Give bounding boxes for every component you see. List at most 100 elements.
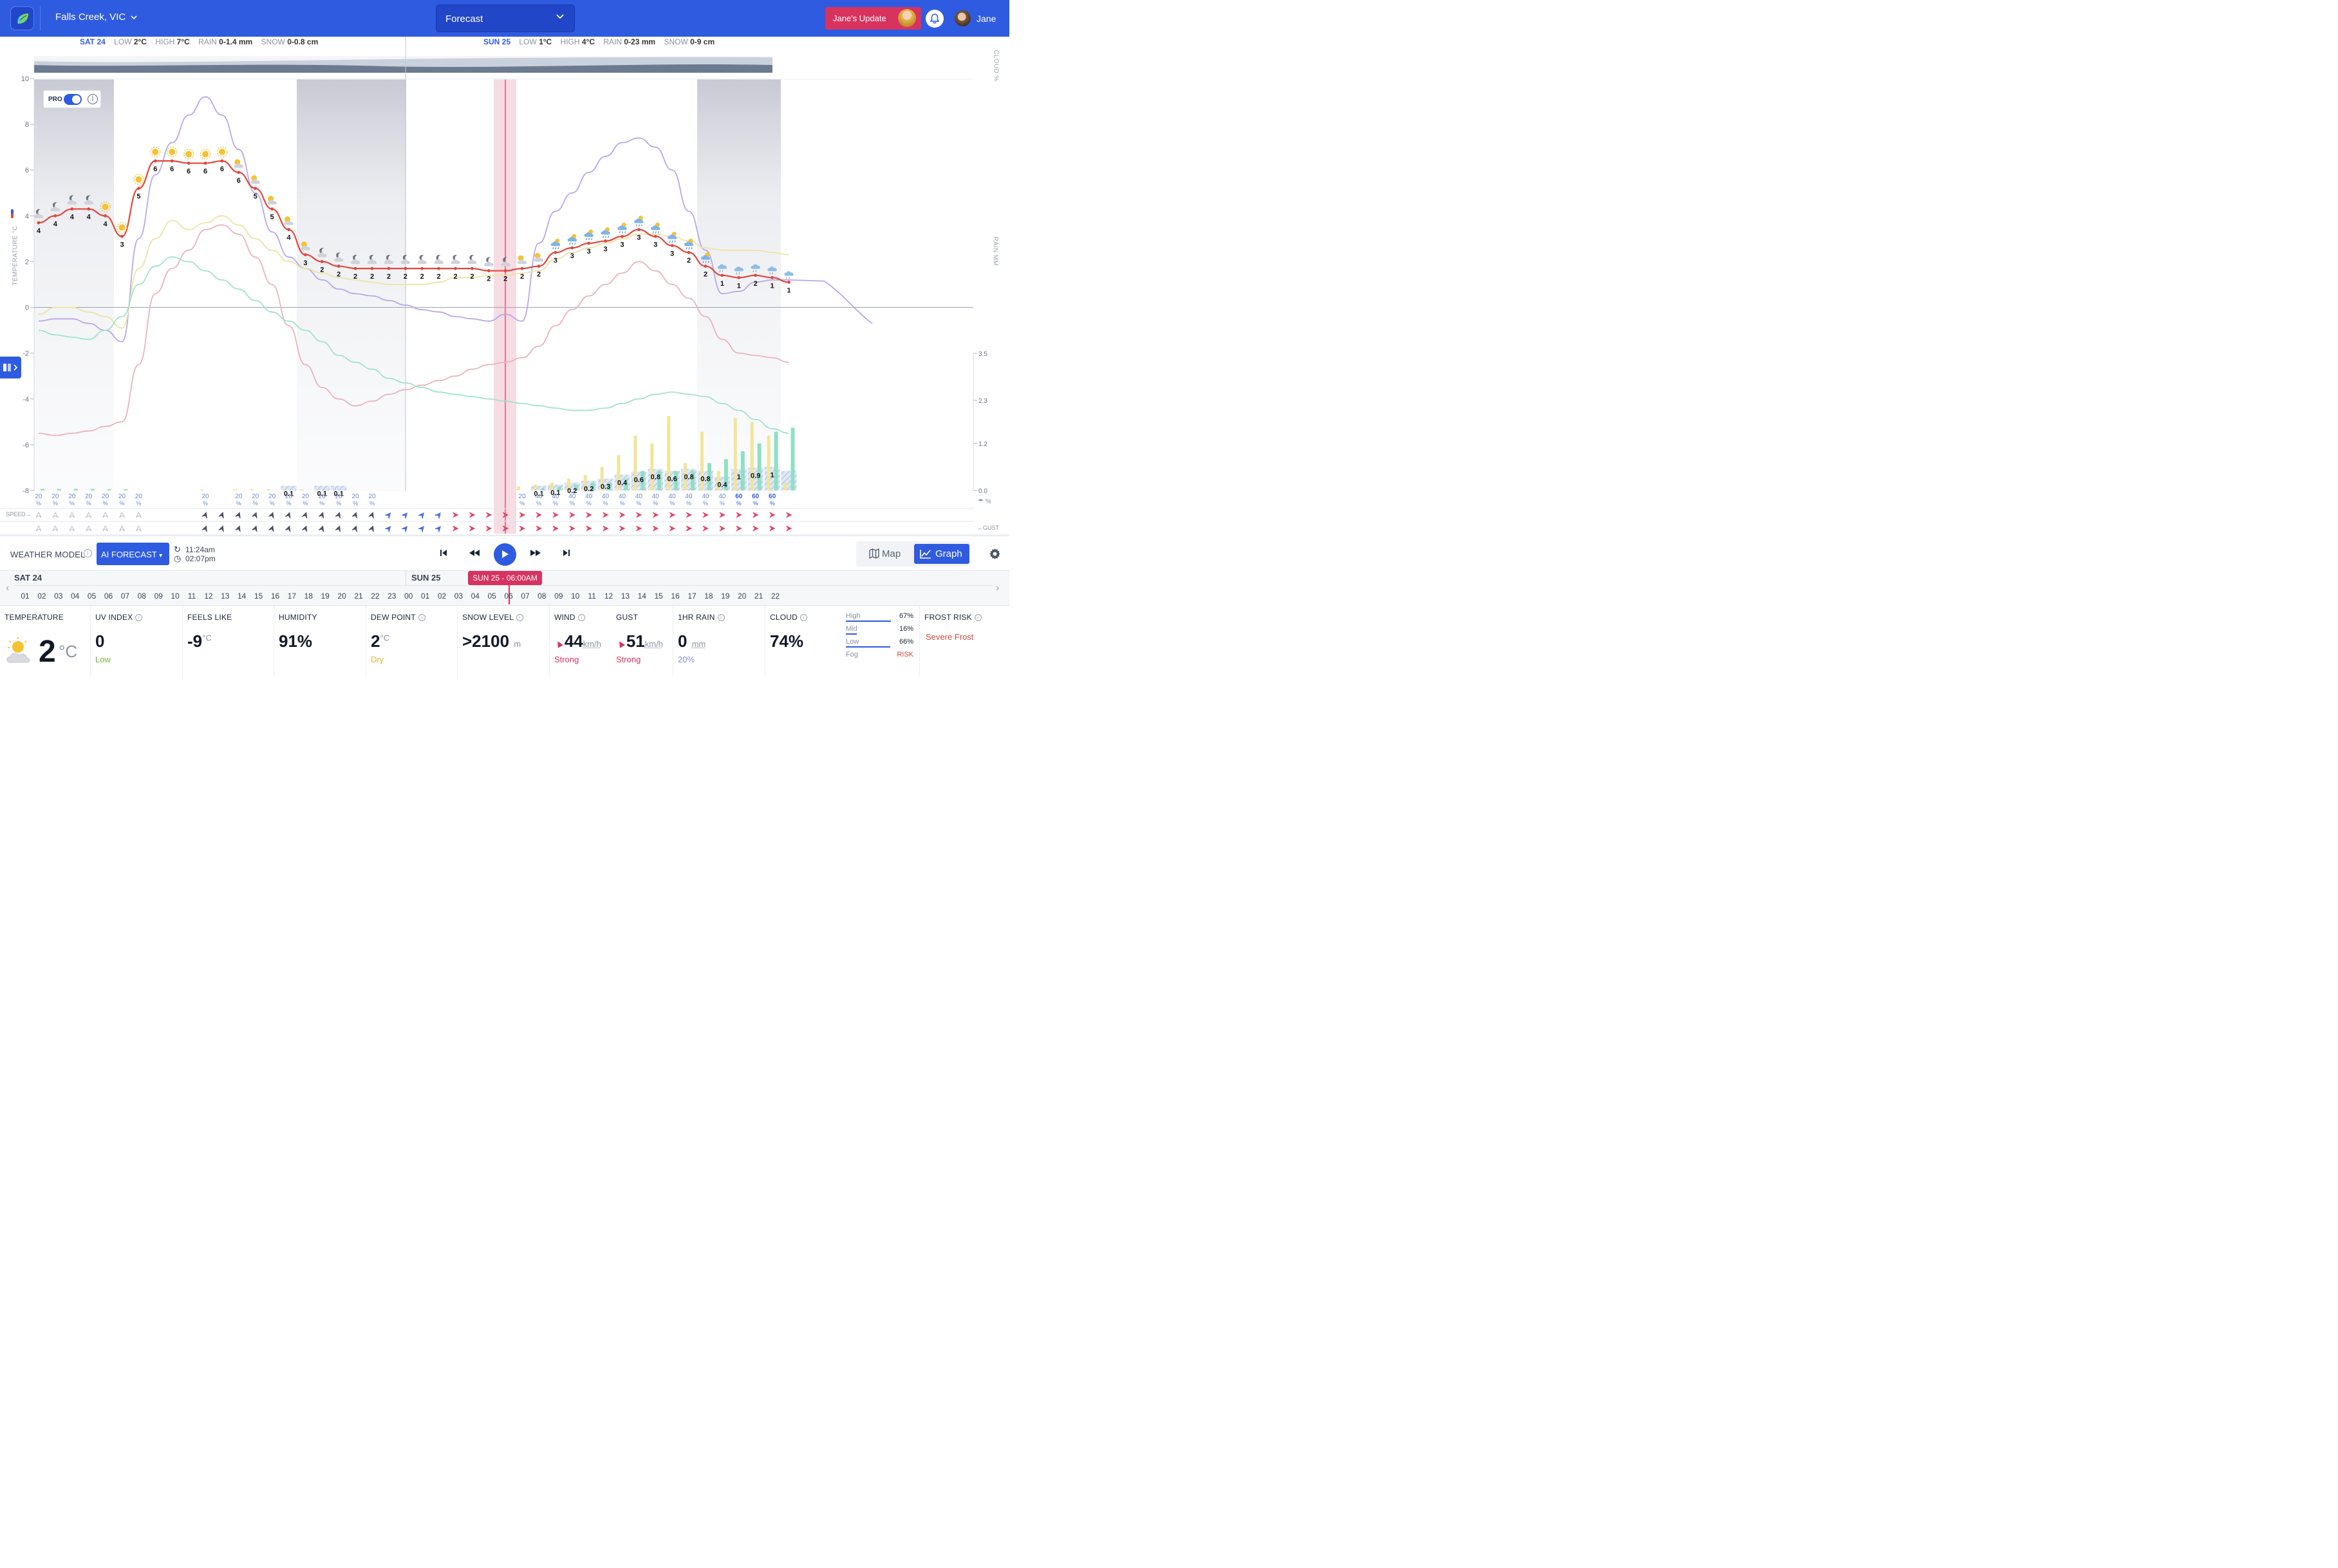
info-icon[interactable]: i — [800, 614, 808, 621]
chevron-right-icon[interactable]: › — [996, 583, 1000, 593]
fast-forward-icon[interactable] — [530, 549, 541, 557]
timeline-hour[interactable]: 21 — [354, 592, 363, 601]
timeline-hour[interactable]: 10 — [171, 592, 180, 601]
timeline-hour[interactable]: 17 — [287, 592, 297, 601]
summary-snow: 0-9 cm — [690, 37, 715, 46]
timeline-hour[interactable]: 17 — [687, 592, 697, 601]
timeline-hour[interactable]: 21 — [754, 592, 763, 601]
timeline-hour[interactable]: 04 — [71, 592, 80, 601]
timeline-hour[interactable]: 02 — [437, 592, 447, 601]
current-time-badge: SUN 25 - 06:00AM — [468, 571, 542, 585]
sun-core — [169, 149, 176, 155]
timeline-hour[interactable]: 14 — [637, 592, 646, 601]
timeline-hour[interactable]: 22 — [771, 592, 780, 601]
wind-arrow-icon — [69, 511, 75, 518]
janes-update-button[interactable]: Jane's Update — [825, 7, 921, 30]
wind-arrow-shape — [786, 512, 792, 518]
timeline-hour[interactable]: 05 — [487, 592, 496, 601]
info-icon[interactable]: i — [974, 614, 982, 621]
timeline-hour[interactable]: 01 — [21, 592, 30, 601]
info-icon[interactable]: i — [717, 614, 725, 621]
precip-chance-unit: % — [136, 500, 141, 507]
timeline-hour[interactable]: 07 — [120, 592, 130, 601]
precip-chance-unit: % — [203, 500, 208, 507]
wind-arrow-icon — [669, 525, 676, 532]
current-time-marker[interactable] — [509, 585, 510, 604]
timeline-scrubber[interactable]: SAT 24 SUN 25 SUN 25 - 06:00AM 01 02 03 04 0… — [0, 570, 1009, 605]
skip-start-icon[interactable] — [440, 549, 447, 557]
timeline-hour[interactable]: 09 — [554, 592, 563, 601]
user-name[interactable]: Jane — [977, 14, 996, 24]
timeline-hour[interactable]: 20 — [738, 592, 747, 601]
timeline-hour[interactable]: 08 — [538, 592, 547, 601]
timeline-hour[interactable]: 18 — [704, 592, 713, 601]
timeline-hour[interactable]: 23 — [388, 592, 397, 601]
gear-icon[interactable] — [989, 548, 1001, 560]
play-button[interactable] — [494, 543, 516, 566]
timeline-hour[interactable]: 02 — [37, 592, 46, 601]
precip-bar-yellow — [300, 489, 304, 490]
timeline-hour[interactable]: 16 — [270, 592, 280, 601]
timeline-hour[interactable]: 10 — [571, 592, 580, 601]
pro-switch[interactable] — [64, 94, 82, 105]
temp-label: 2 — [370, 273, 374, 281]
timeline-hour[interactable]: 13 — [221, 592, 230, 601]
timeline-hour[interactable]: 19 — [321, 592, 330, 601]
cloud-level-pct: 66% — [899, 638, 913, 646]
timeline-hour[interactable]: 00 — [404, 592, 413, 601]
info-icon[interactable]: i — [418, 614, 426, 621]
chevron-left-icon[interactable]: ‹ — [6, 583, 10, 593]
rewind-icon[interactable] — [469, 549, 480, 557]
timeline-hour[interactable]: 03 — [454, 592, 463, 601]
temp-point — [53, 214, 57, 218]
rain-drops — [552, 247, 559, 250]
info-icon[interactable]: i — [577, 614, 585, 621]
timeline-hour[interactable]: 13 — [621, 592, 630, 601]
precip-chance-unit: % — [103, 500, 108, 507]
timeline-hour[interactable]: 09 — [154, 592, 163, 601]
timeline-hour[interactable]: 05 — [87, 592, 97, 601]
timeline-hour[interactable]: 06 — [504, 592, 513, 601]
timeline-hour[interactable]: 07 — [521, 592, 530, 601]
info-icon[interactable]: i — [88, 94, 98, 104]
map-tab[interactable]: Map — [856, 541, 914, 566]
timeline-hour[interactable]: 12 — [204, 592, 213, 601]
graph-tab[interactable]: Graph — [914, 544, 969, 564]
rain-amount-label: 0.1 — [550, 489, 560, 497]
notifications-button[interactable] — [926, 10, 944, 28]
timeline-hour[interactable]: 11 — [588, 592, 596, 601]
timeline-hour[interactable]: 15 — [254, 592, 263, 601]
weather-model-select[interactable]: AI FORECAST ▾ — [97, 543, 169, 565]
rain-amount-label: 0.6 — [634, 476, 644, 484]
app-logo[interactable] — [10, 6, 34, 30]
timeline-hour[interactable]: 15 — [654, 592, 663, 601]
info-icon[interactable]: i — [516, 614, 524, 621]
sun-rays — [183, 149, 194, 160]
timeline-hour[interactable]: 03 — [54, 592, 63, 601]
location-selector[interactable]: Falls Creek, VIC — [55, 12, 137, 23]
wind-arrow-shape — [603, 525, 609, 532]
timeline-hour[interactable]: 18 — [304, 592, 313, 601]
info-icon[interactable]: i — [84, 549, 92, 557]
skip-end-icon[interactable] — [563, 549, 570, 557]
timeline-hour[interactable]: 19 — [721, 592, 730, 601]
timeline-hour[interactable]: 06 — [104, 592, 113, 601]
timeline-hour[interactable]: 20 — [337, 592, 346, 601]
timeline-hour[interactable]: 01 — [420, 592, 430, 601]
timeline-hour[interactable]: 04 — [471, 592, 480, 601]
timeline-hour[interactable]: 14 — [238, 592, 247, 601]
timeline-hour[interactable]: 22 — [371, 592, 380, 601]
user-avatar[interactable] — [955, 10, 971, 26]
timeline-hour[interactable]: 08 — [137, 592, 146, 601]
temp-point — [353, 266, 357, 270]
timeline-hour[interactable]: 11 — [187, 592, 196, 601]
temp-point — [737, 275, 741, 279]
temp-label: 2 — [704, 271, 707, 279]
timeline-hour[interactable]: 16 — [671, 592, 680, 601]
view-select[interactable]: Forecast — [436, 5, 575, 32]
precip-bar-yellow — [200, 489, 203, 490]
rain-icon — [567, 234, 577, 245]
timeline-hour[interactable]: 12 — [604, 592, 613, 601]
sidebar-expand-tab[interactable] — [0, 357, 21, 378]
info-icon[interactable]: i — [135, 614, 143, 621]
